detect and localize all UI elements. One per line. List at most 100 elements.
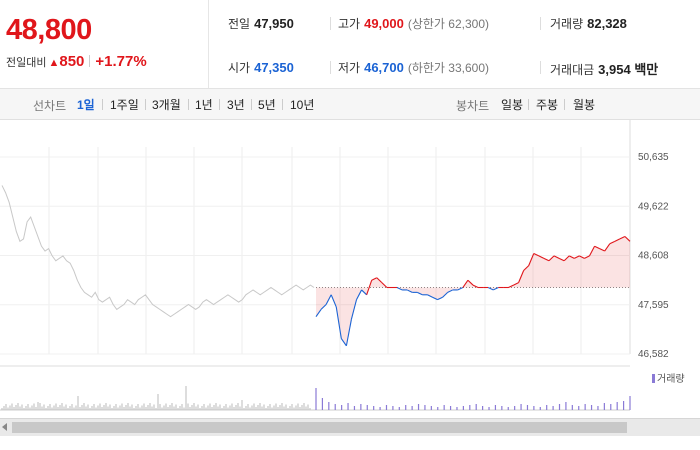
price-segment xyxy=(376,277,383,284)
chart-scrollbar[interactable] xyxy=(0,418,700,436)
high-value: 49,000 xyxy=(364,16,404,31)
upper-limit: (상한가 62,300) xyxy=(407,17,490,31)
chart-tabs: 선차트 1일 1주일 3개월 1년 3년 5년 10년 봉차트 일봉 주봉 월봉 xyxy=(0,89,700,120)
prev-close-item: 전일 47,950 xyxy=(228,15,294,32)
tab-3month[interactable]: 3개월 xyxy=(152,98,181,112)
scroll-thumb[interactable] xyxy=(12,422,627,433)
open-label: 시가 xyxy=(228,61,251,75)
divider xyxy=(330,61,331,74)
low-label: 저가 xyxy=(338,61,361,75)
price-segment xyxy=(543,257,550,262)
price-segment xyxy=(568,255,575,259)
change-percent: +1.77% xyxy=(95,53,147,70)
change-row: 전일대비 ▲850 +1.77% xyxy=(6,53,147,70)
open-item: 시가 47,350 xyxy=(228,59,294,76)
divider xyxy=(564,99,565,110)
chart-grid xyxy=(0,120,631,355)
price-segment xyxy=(563,255,570,262)
tab-3year[interactable]: 3년 xyxy=(227,98,245,112)
amount-item: 거래대금 3,954 백만 xyxy=(550,59,658,78)
price-segment xyxy=(508,284,514,289)
divider xyxy=(282,99,283,110)
divider xyxy=(540,61,541,74)
tab-5year[interactable]: 5년 xyxy=(258,98,276,112)
divider xyxy=(528,99,529,110)
price-segment xyxy=(432,296,438,301)
prev-close-value: 47,950 xyxy=(254,16,294,31)
price-segment xyxy=(361,289,368,296)
divider xyxy=(540,17,541,30)
price-segment xyxy=(523,265,530,271)
change-value: 850 xyxy=(59,53,85,70)
price-segment xyxy=(381,282,388,288)
line-chart-label: 선차트 xyxy=(33,99,67,113)
tab-10year[interactable]: 10년 xyxy=(290,98,315,112)
area-fill xyxy=(316,236,630,346)
price-segment xyxy=(548,255,555,262)
price-segment xyxy=(518,270,525,283)
prev-day-series xyxy=(1,185,315,318)
price-segment xyxy=(599,248,605,252)
tab-daily-candle[interactable]: 일봉 xyxy=(501,98,524,112)
today-series xyxy=(315,235,631,347)
amount-label: 거래대금 xyxy=(550,63,595,77)
price-segment xyxy=(427,294,433,298)
divider xyxy=(251,99,252,110)
volume-item: 거래량 82,328 xyxy=(550,15,627,32)
price-segment xyxy=(493,287,499,291)
price-segment xyxy=(604,243,611,252)
price-segment xyxy=(462,279,469,288)
price-segment xyxy=(558,257,565,262)
price-segment xyxy=(584,255,590,259)
price-segment xyxy=(447,289,453,293)
price-segment xyxy=(579,255,585,259)
divider xyxy=(145,99,146,110)
price-segment xyxy=(325,294,332,305)
price-segment xyxy=(417,291,423,296)
low-value: 46,700 xyxy=(364,60,404,75)
price-segment xyxy=(356,289,363,300)
y-tick-label: 49,622 xyxy=(638,201,669,212)
price-segment xyxy=(588,245,596,257)
price-segment xyxy=(330,294,337,308)
scroll-left-icon[interactable] xyxy=(2,423,7,431)
divider xyxy=(188,99,189,110)
change-label: 전일대비 xyxy=(6,57,47,69)
tab-1day[interactable]: 1일 xyxy=(77,98,95,112)
quote-header: 48,800 전일대비 ▲850 +1.77% 전일 47,950 고가 49,000(… xyxy=(0,0,700,89)
price-segment xyxy=(396,287,403,291)
price-summary: 48,800 전일대비 ▲850 +1.77% xyxy=(0,0,209,88)
current-price: 48,800 xyxy=(6,14,92,46)
price-segment xyxy=(371,277,378,281)
price-segment xyxy=(457,287,464,291)
divider xyxy=(219,99,220,110)
tab-monthly-candle[interactable]: 월봉 xyxy=(573,98,596,112)
tab-weekly-candle[interactable]: 주봉 xyxy=(536,98,559,112)
y-tick-label: 48,608 xyxy=(638,251,669,262)
price-segment xyxy=(528,253,535,266)
volume-panel: 거래량 xyxy=(0,365,685,411)
price-segment xyxy=(320,304,327,310)
y-tick-label: 47,595 xyxy=(638,300,669,311)
volume-legend-label: 거래량 xyxy=(657,373,685,385)
y-tick-label: 50,635 xyxy=(638,152,669,163)
price-segment xyxy=(609,240,616,245)
tab-1year[interactable]: 1년 xyxy=(195,98,213,112)
divider xyxy=(102,99,103,110)
high-item: 고가 49,000 (상한가 62,300) xyxy=(338,15,489,32)
y-tick-label: 46,582 xyxy=(638,349,669,360)
price-segment xyxy=(614,238,621,242)
price-segment xyxy=(553,255,560,259)
divider xyxy=(89,55,91,67)
tab-1week[interactable]: 1주일 xyxy=(110,98,139,112)
price-segment xyxy=(487,287,494,291)
price-segment xyxy=(574,255,580,259)
lower-limit: (하한가 33,600) xyxy=(407,61,490,75)
price-segment xyxy=(594,245,600,250)
price-segment xyxy=(406,289,413,293)
low-item: 저가 46,700 (하한가 33,600) xyxy=(338,59,489,76)
today-fill xyxy=(316,236,630,346)
price-segment xyxy=(350,299,358,320)
